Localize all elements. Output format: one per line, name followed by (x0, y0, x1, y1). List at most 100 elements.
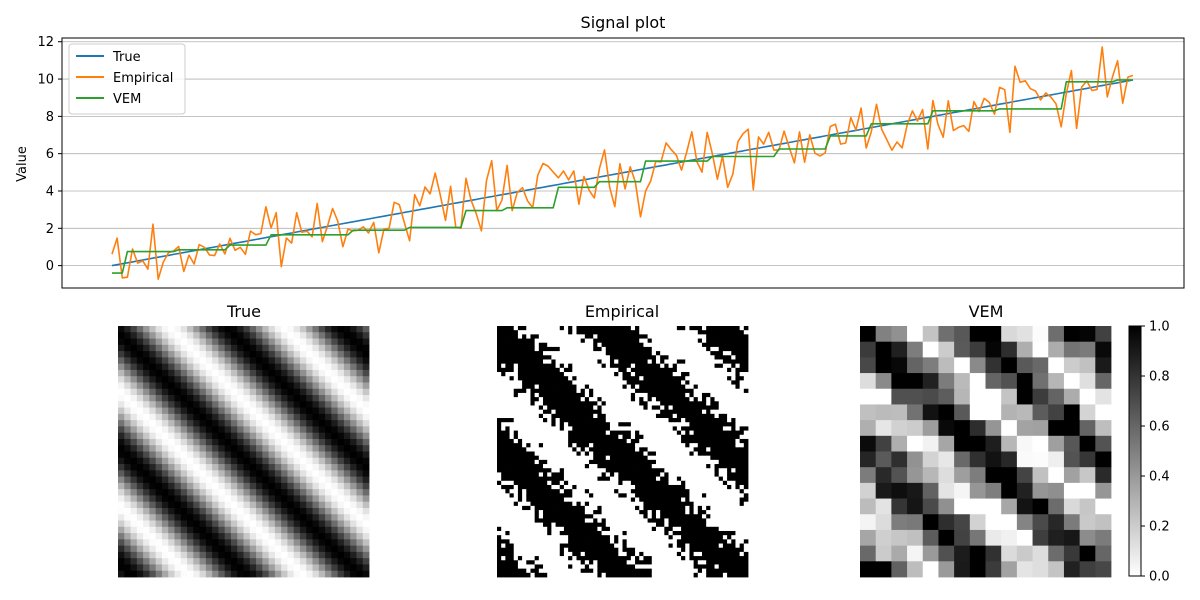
heatmap-empirical-cell (551, 359, 556, 365)
heatmap-true-cell (124, 489, 131, 496)
heatmap-empirical-cell (630, 346, 636, 352)
heatmap-empirical-cell (605, 530, 611, 536)
heatmap-true-cell (362, 326, 370, 333)
heatmap-true-cell (287, 551, 295, 559)
heatmap-empirical-cell (563, 430, 569, 436)
heatmap-empirical-cell (743, 443, 749, 448)
heatmap-empirical-cell (497, 464, 502, 469)
heatmap-true-cell (325, 432, 332, 440)
heatmap-empirical-cell (626, 388, 632, 394)
heatmap-empirical-cell (534, 451, 540, 457)
heatmap-empirical-cell (543, 468, 548, 473)
heatmap-empirical-cell (543, 443, 548, 448)
heatmap-empirical-cell (597, 547, 602, 553)
heatmap-empirical-cell (614, 355, 619, 360)
heatmap-empirical-cell (522, 522, 527, 528)
heatmap-empirical-cell (689, 376, 695, 381)
heatmap-true-cell (243, 520, 251, 528)
heatmap-empirical-cell (563, 392, 569, 398)
heatmap-true-cell (318, 564, 326, 572)
heatmap-empirical-cell (522, 497, 527, 503)
heatmap-true-cell (161, 332, 169, 339)
heatmap-empirical-cell (593, 384, 598, 390)
heatmap-empirical-cell (580, 530, 586, 536)
heatmap-empirical-cell (689, 472, 695, 477)
heatmap-empirical-cell (626, 359, 632, 365)
heatmap-true-cell (274, 395, 282, 402)
heatmap-empirical-cell (584, 464, 590, 469)
heatmap-true-cell (306, 558, 313, 565)
heatmap-empirical-cell (563, 551, 569, 557)
heatmap-true-cell (130, 545, 138, 553)
heatmap-empirical-cell (522, 380, 527, 385)
heatmap-true-cell (224, 401, 232, 408)
heatmap-empirical-cell (693, 372, 699, 377)
heatmap-empirical-cell (714, 480, 720, 486)
heatmap-empirical-cell (681, 388, 686, 394)
heatmap-empirical-cell (513, 539, 519, 544)
heatmap-empirical-cell (685, 543, 690, 549)
heatmap-empirical-cell (501, 422, 506, 427)
heatmap-empirical-cell (517, 405, 523, 411)
heatmap-true-cell (230, 507, 238, 515)
heatmap-empirical-cell (622, 510, 628, 515)
heatmap-true-cell (180, 489, 188, 496)
heatmap-true-cell (306, 395, 313, 402)
heatmap-empirical-cell (593, 397, 598, 402)
heatmap-empirical-cell (497, 489, 502, 494)
heatmap-true-cell (193, 382, 200, 390)
heatmap-empirical-cell (580, 384, 586, 390)
heatmap-empirical-cell (513, 413, 519, 419)
heatmap-true-cell (293, 395, 301, 402)
heatmap-empirical-cell (714, 501, 720, 507)
heatmap-true-cell (174, 326, 182, 333)
heatmap-empirical-cell (593, 464, 598, 469)
heatmap-true-cell (343, 514, 351, 521)
heatmap-empirical-cell (513, 497, 519, 503)
heatmap-empirical-cell (505, 380, 510, 385)
heatmap-true-cell (337, 388, 345, 396)
heatmap-true-cell (168, 395, 175, 402)
heatmap-empirical-cell (526, 476, 531, 482)
heatmap-empirical-cell (526, 434, 531, 440)
heatmap-empirical-cell (643, 451, 648, 457)
heatmap-empirical-cell (639, 384, 644, 390)
heatmap-true-cell (287, 432, 295, 440)
heatmap-empirical-cell (685, 493, 690, 498)
heatmap-true-cell (299, 489, 307, 496)
heatmap-empirical-cell (722, 338, 728, 344)
heatmap-empirical-cell (522, 326, 527, 331)
heatmap-true-cell (130, 363, 138, 371)
heatmap-empirical-cell (576, 551, 582, 557)
heatmap-true-cell (237, 395, 244, 402)
heatmap-empirical-cell (589, 510, 594, 515)
heatmap-true-cell (274, 464, 282, 471)
heatmap-empirical-cell (601, 451, 607, 457)
heatmap-true-cell (224, 570, 232, 578)
heatmap-empirical-cell (534, 497, 540, 503)
heatmap-true-cell (356, 344, 364, 352)
heatmap-empirical-cell (597, 455, 602, 461)
heatmap-empirical-cell (681, 518, 686, 524)
heatmap-empirical-cell (735, 409, 741, 415)
heatmap-empirical-cell (534, 359, 540, 365)
heatmap-empirical-cell (568, 539, 573, 544)
heatmap-empirical-cell (710, 342, 715, 348)
heatmap-empirical-cell (681, 556, 686, 561)
heatmap-empirical-cell (614, 484, 619, 490)
heatmap-true-cell (218, 420, 226, 427)
heatmap-empirical-cell (672, 447, 678, 452)
heatmap-true-cell (249, 426, 257, 434)
heatmap-true-cell (281, 407, 288, 415)
heatmap-empirical-cell (735, 380, 741, 385)
heatmap-true-cell (143, 464, 150, 471)
heatmap-true-cell (180, 476, 188, 484)
heatmap-true-cell (168, 382, 175, 390)
heatmap-true-cell (306, 445, 313, 452)
heatmap-true-cell (299, 413, 307, 421)
heatmap-empirical-cell (593, 326, 598, 331)
heatmap-empirical-cell (563, 518, 569, 524)
heatmap-empirical-cell (601, 472, 607, 477)
heatmap-empirical-cell (693, 489, 699, 494)
heatmap-empirical-cell (722, 380, 728, 385)
